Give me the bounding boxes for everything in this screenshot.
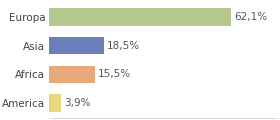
Text: 15,5%: 15,5% — [98, 69, 131, 79]
Text: 62,1%: 62,1% — [234, 12, 267, 22]
Bar — [49, 8, 231, 26]
Bar — [49, 94, 61, 112]
Text: 18,5%: 18,5% — [106, 41, 140, 51]
Bar — [49, 66, 95, 83]
Bar — [49, 37, 104, 54]
Text: 3,9%: 3,9% — [64, 98, 90, 108]
